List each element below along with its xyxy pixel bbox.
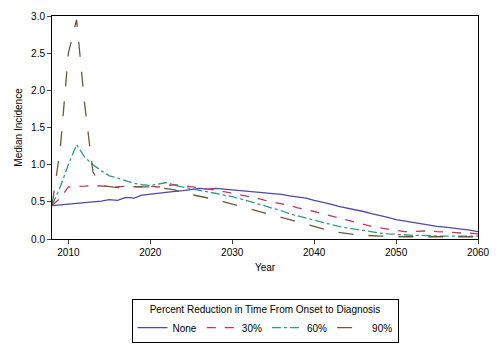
svg-text:2050: 2050 <box>385 247 408 258</box>
svg-text:60%: 60% <box>307 323 327 334</box>
svg-text:2.0: 2.0 <box>31 85 45 96</box>
svg-text:2040: 2040 <box>303 247 326 258</box>
svg-text:0.0: 0.0 <box>31 234 45 245</box>
svg-text:2010: 2010 <box>57 247 80 258</box>
svg-text:2020: 2020 <box>139 247 162 258</box>
svg-text:90%: 90% <box>372 323 392 334</box>
svg-text:Percent Reduction in Time From: Percent Reduction in Time From Onset to … <box>150 304 381 315</box>
svg-text:1.5: 1.5 <box>31 122 45 133</box>
svg-text:1.0: 1.0 <box>31 159 45 170</box>
svg-text:2030: 2030 <box>221 247 244 258</box>
svg-text:Median Incidence: Median Incidence <box>13 88 24 167</box>
svg-text:0.5: 0.5 <box>31 196 45 207</box>
svg-text:2.5: 2.5 <box>31 48 45 59</box>
svg-text:Year: Year <box>255 262 276 273</box>
svg-text:3.0: 3.0 <box>31 11 45 22</box>
svg-text:2060: 2060 <box>467 247 490 258</box>
svg-text:None: None <box>173 323 197 334</box>
svg-text:30%: 30% <box>242 323 262 334</box>
